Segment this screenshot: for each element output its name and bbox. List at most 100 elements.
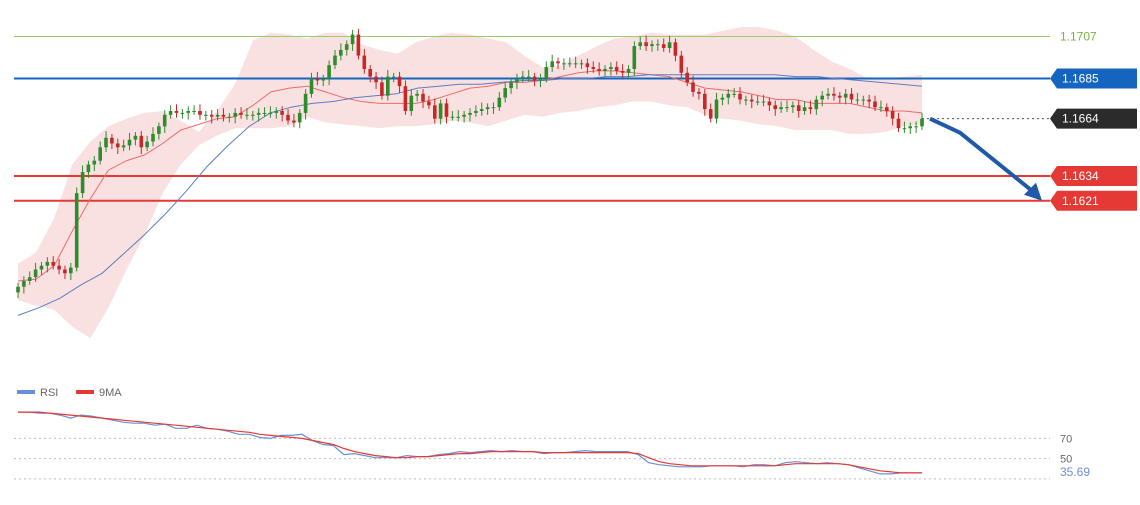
candle xyxy=(116,138,120,154)
candle xyxy=(27,271,32,285)
candle-body xyxy=(791,105,795,108)
candle xyxy=(151,127,155,147)
candle-body xyxy=(74,193,79,268)
candle-body xyxy=(415,93,419,96)
candle-body xyxy=(350,34,355,45)
candle-body xyxy=(356,34,361,56)
candle-body xyxy=(685,72,689,83)
candle-body xyxy=(116,143,120,148)
candle-body xyxy=(339,49,343,56)
candle-body xyxy=(744,99,748,101)
candle-body xyxy=(808,107,813,110)
ma-blue-line xyxy=(17,74,923,316)
candle xyxy=(45,257,50,273)
candle xyxy=(656,39,660,51)
candle-body xyxy=(98,147,102,161)
candle-body xyxy=(491,107,496,109)
candle xyxy=(838,91,842,104)
candle-body xyxy=(215,114,220,117)
candle xyxy=(215,109,220,121)
candle xyxy=(127,132,132,151)
candle-body xyxy=(732,93,736,95)
candle xyxy=(761,94,766,107)
candle xyxy=(832,87,836,101)
candle-body xyxy=(509,82,513,89)
candle-body xyxy=(855,99,860,101)
level-1685-label: 1.1685 xyxy=(1062,72,1099,86)
candle xyxy=(286,109,290,125)
candle xyxy=(415,90,419,102)
candle-body xyxy=(720,97,725,100)
moving-average-layer xyxy=(17,70,923,316)
candle-body xyxy=(33,269,38,278)
candle-body xyxy=(785,107,789,109)
candle-body xyxy=(386,76,390,96)
candle xyxy=(80,165,85,198)
candle-body xyxy=(879,107,883,109)
candle xyxy=(474,105,478,117)
candle xyxy=(550,54,554,72)
candle xyxy=(920,112,924,131)
candle-body xyxy=(80,172,85,194)
candle-body xyxy=(697,91,701,94)
candle-body xyxy=(896,118,901,129)
candle-body xyxy=(556,61,560,64)
candle-body xyxy=(315,78,320,81)
candle-body xyxy=(63,269,67,274)
candle xyxy=(145,135,149,152)
candle-body xyxy=(309,78,314,94)
candle-body xyxy=(391,76,396,78)
candle-body xyxy=(890,111,895,119)
candle xyxy=(614,61,619,75)
candle xyxy=(896,112,901,133)
candle-body xyxy=(151,133,155,142)
last-price-label: 1.1664 xyxy=(1062,112,1099,126)
candle xyxy=(280,106,284,122)
candle xyxy=(855,92,860,105)
candle xyxy=(591,61,596,73)
candle-body xyxy=(444,103,449,117)
rsi-panel: RSI 9MA 70 50 35.69 xyxy=(14,387,1090,480)
candle-body xyxy=(656,44,660,46)
candle xyxy=(57,259,61,275)
candle-body xyxy=(157,126,161,134)
candle-body xyxy=(620,70,625,73)
candle xyxy=(22,276,26,294)
candle-body xyxy=(209,114,214,117)
candle xyxy=(121,139,126,152)
candle xyxy=(63,265,67,280)
candle xyxy=(791,101,795,113)
candle xyxy=(69,262,73,281)
candle xyxy=(755,95,760,106)
candle xyxy=(339,43,343,61)
candle-body xyxy=(585,63,590,68)
candle-body xyxy=(849,93,854,100)
candle-body xyxy=(27,277,32,281)
candle xyxy=(661,38,666,52)
candle xyxy=(714,92,719,124)
candle-body xyxy=(820,95,824,100)
candle-body xyxy=(450,116,455,118)
candle-body xyxy=(198,111,202,115)
candle-body xyxy=(297,112,302,123)
candle xyxy=(157,122,161,140)
candle xyxy=(51,256,55,270)
forecast-arrow-layer xyxy=(929,116,1042,201)
candle xyxy=(720,93,725,106)
candle-body xyxy=(603,69,607,71)
candle-body xyxy=(403,86,408,111)
level-1621-tag: 1.1621 xyxy=(1050,190,1137,211)
candle xyxy=(902,121,907,133)
candle-body xyxy=(661,44,666,48)
level-1621-label: 1.1621 xyxy=(1062,194,1099,208)
candle xyxy=(650,40,654,52)
rsi-legend-swatch xyxy=(17,390,35,394)
candle-body xyxy=(127,139,132,146)
candle xyxy=(767,97,772,112)
ma-red-line xyxy=(17,70,923,282)
candle-body xyxy=(843,93,848,98)
candle xyxy=(39,261,44,276)
candle xyxy=(503,81,507,103)
candle-body xyxy=(861,99,866,101)
candle xyxy=(885,103,889,117)
